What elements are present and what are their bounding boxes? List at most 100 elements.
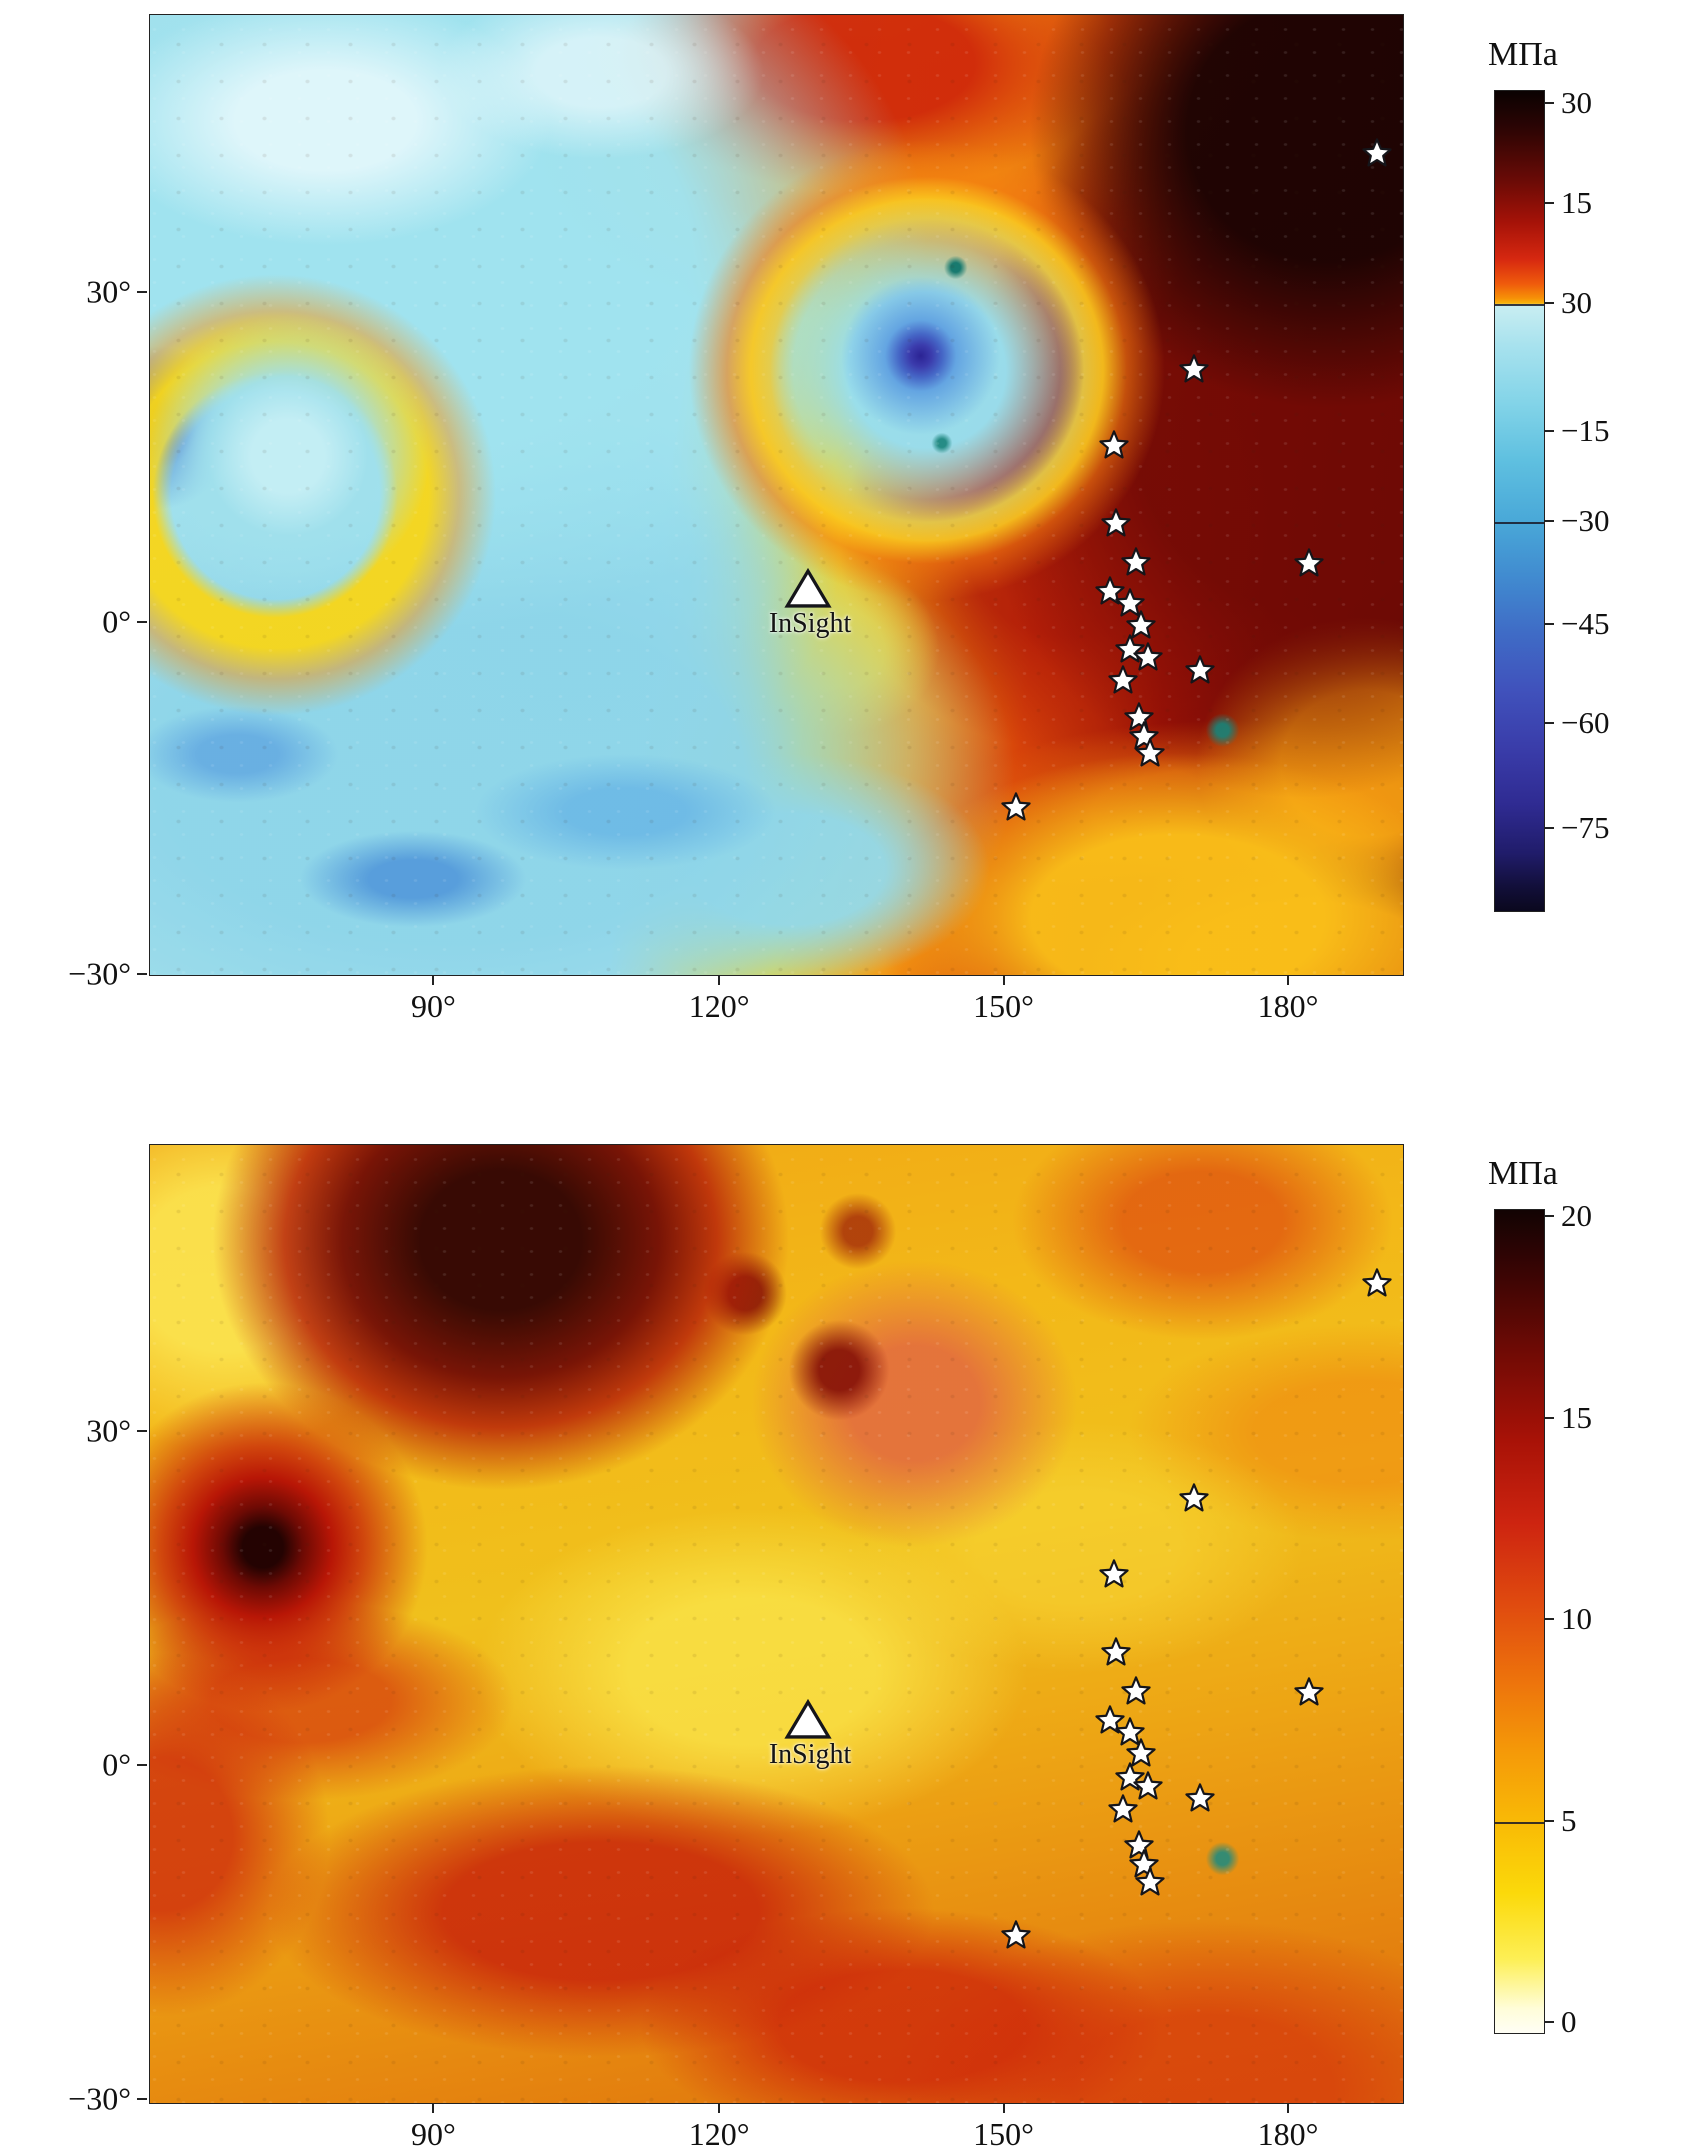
marsquake-star-marker <box>1115 588 1146 619</box>
marsquake-star-marker <box>1185 654 1216 685</box>
colorbar-tick-label: −60 <box>1561 705 1610 741</box>
marsquake-star-marker <box>1135 1866 1166 1897</box>
star-icon <box>1135 738 1165 767</box>
y-axis-tick-label: 30° <box>86 273 131 310</box>
colorbar-tick-label: −30 <box>1561 503 1610 539</box>
y-axis-bottom: 30° 0° −30° <box>68 1144 1402 2117</box>
x-axis-tick-label: 180° <box>1257 988 1319 1024</box>
star-layer-top <box>149 14 1402 974</box>
x-axis-bottom: 90° 120° 150° 180° <box>149 1144 1402 2152</box>
tick-mark <box>1286 2103 1289 2113</box>
colorbar-tick-label: 30 <box>1561 85 1592 121</box>
colorbar-bottom <box>1494 1209 1545 2034</box>
insight-label: InSight <box>768 1738 852 1770</box>
colorbar-segment-divider <box>1495 1822 1544 1825</box>
tick-mark <box>1002 2103 1005 2113</box>
star-icon <box>1362 1268 1392 1297</box>
marsquake-star-marker <box>1126 1738 1157 1769</box>
tick-mark <box>1544 1820 1554 1823</box>
map-panel-top <box>149 14 1404 976</box>
star-icon <box>1135 1866 1165 1896</box>
star-icon <box>1126 1738 1157 1767</box>
y-axis-top: 30° 0° −30° <box>68 14 1402 992</box>
marsquake-star-marker <box>1098 1559 1129 1590</box>
star-icon <box>1132 1771 1163 1800</box>
tick-mark <box>1544 102 1554 105</box>
marsquake-star-marker <box>1107 665 1138 696</box>
marsquake-star-marker <box>1123 701 1154 732</box>
marsquake-star-marker <box>1179 354 1210 385</box>
tick-mark <box>1002 975 1005 985</box>
map-bottom-raster <box>150 1145 1403 2103</box>
marsquake-star-marker <box>1185 1783 1216 1814</box>
x-axis-tick-label: 180° <box>1257 2116 1319 2152</box>
insight-triangle-icon <box>784 1698 832 1739</box>
tick-mark <box>1544 302 1554 305</box>
star-layer-bottom <box>149 1144 1402 2102</box>
colorbar-tick-label: 30 <box>1561 285 1592 321</box>
star-icon <box>1107 1794 1138 1823</box>
y-axis-tick-label: 0° <box>102 1746 131 1783</box>
star-icon <box>1101 1637 1131 1666</box>
y-axis-tick-label: 0° <box>102 603 131 640</box>
colorbar-segment-divider <box>1495 304 1544 307</box>
tick-mark <box>718 2103 721 2113</box>
marsquake-star-marker <box>1294 1676 1325 1707</box>
insight-label: InSight <box>768 607 852 639</box>
tick-mark <box>432 2103 435 2113</box>
tick-mark <box>137 2098 147 2101</box>
tick-mark <box>432 975 435 985</box>
colorbar-unit-label: МПа <box>1488 1155 1558 1192</box>
tick-mark <box>1544 202 1554 205</box>
marsquake-star-marker <box>1179 1483 1210 1514</box>
star-icon <box>1115 1717 1145 1746</box>
marsquake-star-marker <box>1107 1793 1138 1824</box>
colorbar-tick-label: −75 <box>1561 810 1610 845</box>
marsquake-star-marker <box>1101 507 1132 538</box>
marsquake-star-marker <box>1095 1704 1126 1735</box>
tick-mark <box>137 620 147 623</box>
x-axis-tick-label: 150° <box>973 2116 1034 2152</box>
x-axis-tick-label: 120° <box>688 988 750 1024</box>
tick-mark <box>718 975 721 985</box>
star-icon <box>1107 665 1138 694</box>
y-axis-tick-label: −30° <box>68 2080 131 2117</box>
map-bottom-annotations: 30° 0° −30° 90° 120° 150° 180° InSight <box>68 1144 1402 2152</box>
star-icon <box>1121 1676 1152 1705</box>
star-icon <box>1124 1830 1154 1859</box>
star-icon <box>1001 792 1031 821</box>
star-icon <box>1099 1559 1129 1588</box>
tick-mark <box>1544 1417 1554 1420</box>
colorbar-tick-label: 10 <box>1561 1600 1592 1636</box>
colorbar-tick-label: 5 <box>1561 1803 1577 1839</box>
colorbar-top-dividers <box>1495 91 1544 911</box>
star-icon <box>1095 1705 1125 1734</box>
marsquake-star-marker <box>1132 642 1163 673</box>
colorbar-top-scale: МПа 30 15 30 −15 −30 −45 −60 −75 <box>1488 36 1609 910</box>
marsquake-star-marker <box>1095 575 1126 606</box>
tick-mark <box>137 291 147 294</box>
tick-mark <box>1544 622 1554 625</box>
x-axis-tick-label: 90° <box>411 988 456 1024</box>
x-axis-tick-label: 90° <box>411 2116 456 2152</box>
tick-mark <box>1544 2021 1554 2024</box>
x-axis-tick-label: 120° <box>688 2116 750 2152</box>
colorbar-unit-label: МПа <box>1488 36 1558 73</box>
marsquake-star-marker <box>1361 138 1392 169</box>
colorbar-top <box>1494 90 1545 912</box>
marsquake-star-marker <box>1101 1636 1132 1667</box>
tick-mark <box>1286 975 1289 985</box>
marsquake-star-marker <box>1294 548 1325 579</box>
tick-mark <box>137 973 147 975</box>
marsquake-star-marker <box>1098 430 1129 461</box>
marsquake-star-marker <box>1001 791 1032 822</box>
y-axis-tick-label: 30° <box>86 1412 131 1449</box>
colorbar-top-ticks: 30 15 30 −15 −30 −45 −60 −75 <box>1494 85 1609 910</box>
star-icon <box>1185 1783 1215 1812</box>
colorbar-tick-label: 0 <box>1561 2004 1577 2040</box>
tick-mark <box>1544 1617 1554 1620</box>
colorbar-bottom-ticks: 20 15 10 5 0 <box>1494 1198 1592 2039</box>
marsquake-star-marker <box>1121 1676 1152 1707</box>
colorbar-bottom-dividers <box>1495 1210 1544 2033</box>
marsquake-star-marker <box>1135 738 1166 769</box>
